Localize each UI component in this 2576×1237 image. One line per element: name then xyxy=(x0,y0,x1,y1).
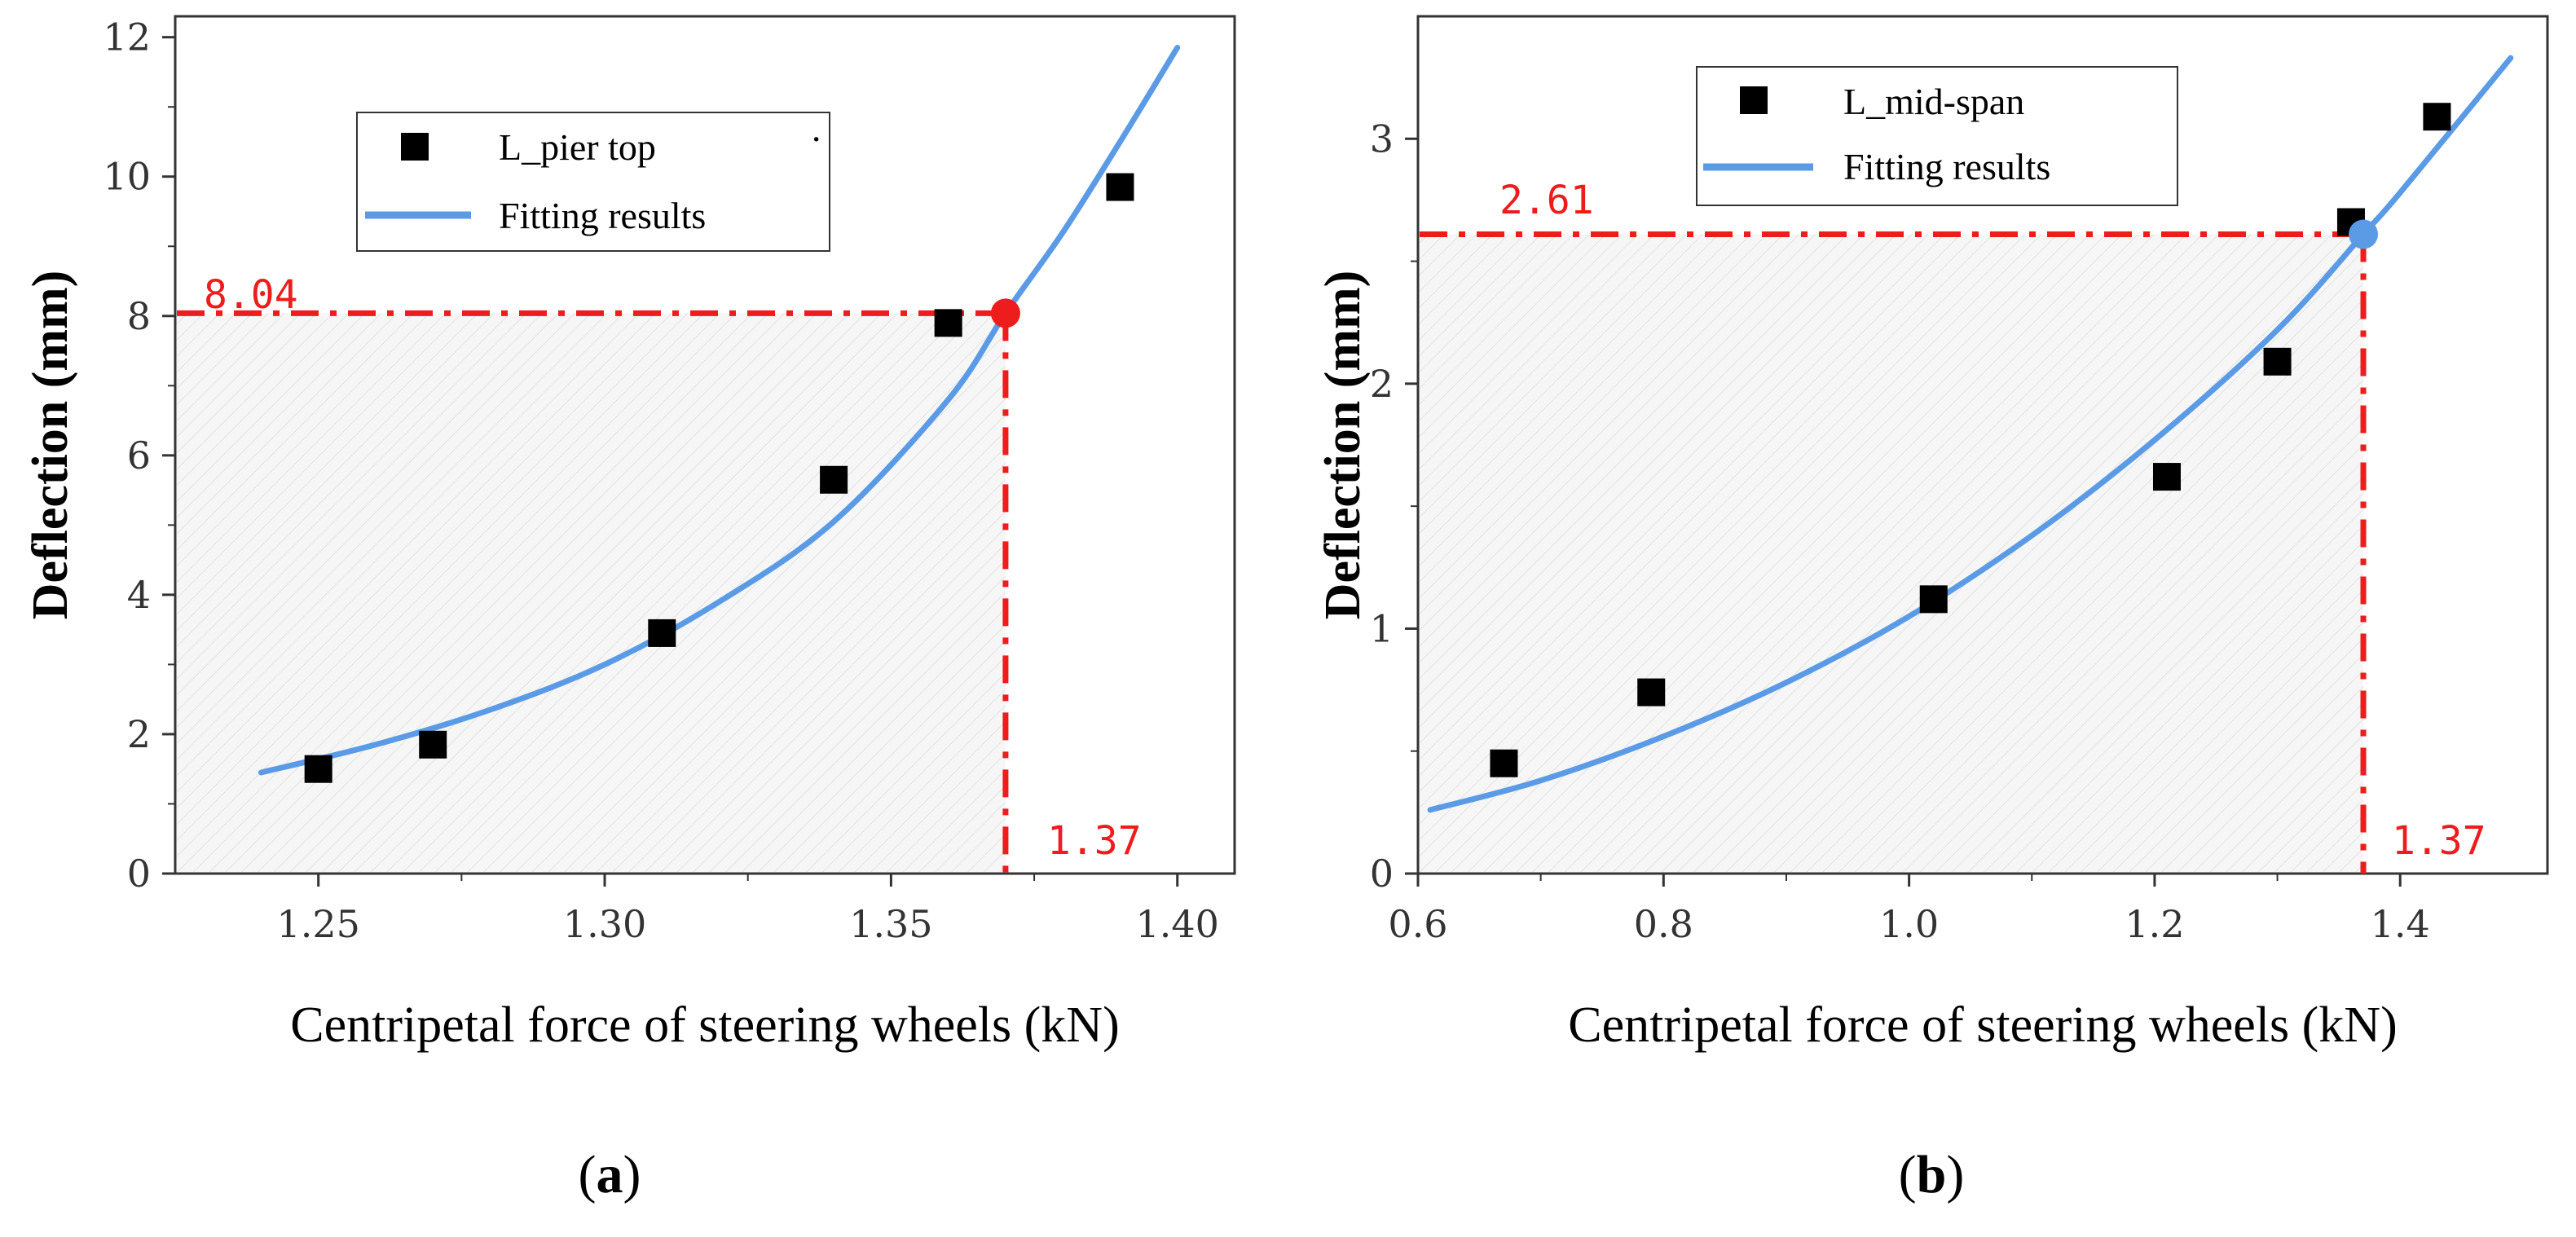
fitting-curve-group xyxy=(1427,55,2514,813)
annotation-lines xyxy=(177,310,1009,874)
legend-marker-square xyxy=(401,133,429,161)
x-axis-ticks: 0.6 0.8 1.0 1.2 1.4 xyxy=(1388,874,2430,946)
y-tick-label: 8 xyxy=(127,294,151,338)
x-axis-ticks: 1.25 1.30 1.35 1.40 xyxy=(276,874,1219,946)
hatched-region xyxy=(177,313,1006,873)
data-point xyxy=(1637,678,1666,707)
y-tick-label: 2 xyxy=(1370,362,1394,406)
y-axis-ticks: 0 2 4 6 8 10 12 xyxy=(103,15,175,896)
data-point xyxy=(2423,103,2451,131)
legend-box xyxy=(356,112,830,252)
x-tick-label: 1.2 xyxy=(2125,902,2184,946)
data-point xyxy=(419,730,447,759)
annotation-x-value: 1.37 xyxy=(1047,818,1142,864)
chart-panel-a: 1.25 1.30 1.35 1.40 0 2 4 6 8 10 12 Centripetal f… xyxy=(23,15,1236,1204)
data-point xyxy=(1919,585,1948,614)
plot-area-frame xyxy=(1416,15,2549,875)
x-axis-label: Centripetal force of steering wheels (kN… xyxy=(1568,997,2397,1053)
y-tick-label: 6 xyxy=(127,434,151,478)
plot-area-frame xyxy=(174,15,1236,875)
data-point xyxy=(304,755,332,783)
y-tick-label: 0 xyxy=(1370,852,1394,896)
panel-label-a: (a) xyxy=(579,1145,641,1204)
legend-box xyxy=(1696,66,2178,206)
hatched-fill xyxy=(177,313,1006,873)
data-point xyxy=(2152,463,2181,491)
y-tick-label: 1 xyxy=(1370,606,1394,650)
data-points xyxy=(1490,103,2451,777)
annotation-y-value: 8.04 xyxy=(204,272,298,318)
x-tick-label: 1.35 xyxy=(849,902,932,946)
legend: L_pier top Fitting results · xyxy=(356,112,830,252)
x-axis-label: Centripetal force of steering wheels (kN… xyxy=(290,997,1119,1053)
legend-entry-scatter: L_mid-span xyxy=(1843,81,2024,122)
fitting-curve xyxy=(1427,55,2514,813)
data-points xyxy=(304,173,1134,783)
data-point xyxy=(934,309,962,337)
y-axis-ticks: 0 1 2 3 xyxy=(1370,117,1418,896)
annotation-x-value: 1.37 xyxy=(2392,818,2486,864)
annotation-point-marker xyxy=(2349,219,2379,249)
legend-stray-dot: · xyxy=(810,118,822,160)
annotation-lines xyxy=(1420,231,2367,874)
y-tick-label: 10 xyxy=(103,155,151,199)
chart-panel-b: 0.6 0.8 1.0 1.2 1.4 0 1 2 3 Centripetal force o… xyxy=(1315,15,2549,1204)
legend-entry-fit: Fitting results xyxy=(499,195,706,236)
x-tick-label: 1.4 xyxy=(2371,902,2430,946)
x-tick-label: 1.25 xyxy=(276,902,359,946)
data-point xyxy=(820,465,848,494)
data-point xyxy=(648,618,676,647)
y-tick-label: 12 xyxy=(103,15,151,59)
data-point xyxy=(2263,347,2292,376)
legend-entry-scatter: L_pier top xyxy=(499,126,656,168)
y-tick-label: 3 xyxy=(1370,117,1394,161)
panel-label-b: (b) xyxy=(1899,1145,1965,1204)
legend: L_mid-span Fitting results xyxy=(1696,66,2178,206)
x-tick-label: 0.6 xyxy=(1388,902,1447,946)
annotation-point-marker xyxy=(990,298,1020,328)
legend-entry-fit: Fitting results xyxy=(1843,146,2050,187)
x-tick-label: 1.40 xyxy=(1136,902,1219,946)
x-tick-label: 1.30 xyxy=(563,902,646,946)
y-axis-label: Deflection (mm) xyxy=(1315,271,1371,620)
x-tick-label: 1.0 xyxy=(1879,902,1939,946)
y-tick-label: 4 xyxy=(127,573,151,617)
y-axis-label: Deflection (mm) xyxy=(23,271,78,620)
fitting-curve xyxy=(258,44,1181,776)
annotation-y-value: 2.61 xyxy=(1499,178,1594,223)
legend-marker-square xyxy=(1740,86,1768,114)
data-point xyxy=(1490,749,1518,777)
fitting-curve-group xyxy=(258,44,1181,776)
y-tick-label: 2 xyxy=(127,712,151,756)
y-tick-label: 0 xyxy=(127,852,151,896)
data-point xyxy=(1106,173,1134,201)
x-tick-label: 0.8 xyxy=(1634,902,1693,946)
